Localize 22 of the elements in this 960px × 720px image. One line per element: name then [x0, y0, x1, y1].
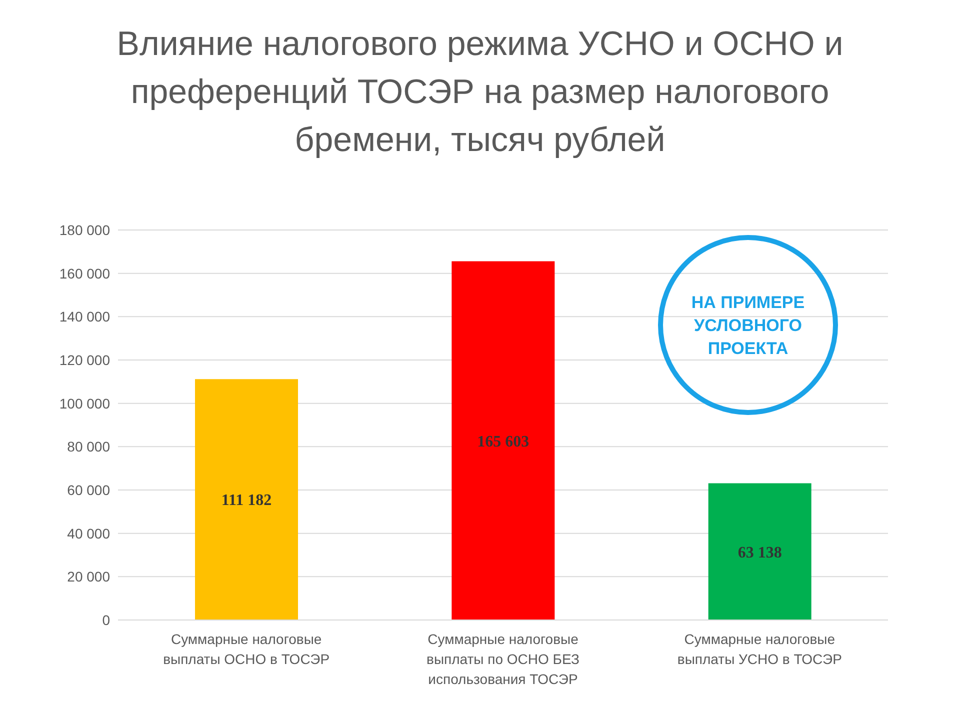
annotation: НА ПРИМЕРЕ УСЛОВНОГО ПРОЕКТА [690, 292, 806, 360]
y-tick-label: 80 000 [67, 438, 110, 455]
y-tick-label: 20 000 [67, 568, 110, 585]
y-tick-label: 40 000 [67, 525, 110, 542]
bar [708, 483, 812, 620]
data-label: 63 138 [738, 544, 782, 562]
data-label: 111 182 [221, 492, 272, 510]
y-tick-label: 120 000 [59, 352, 110, 368]
bar [452, 261, 555, 620]
circle-outline: НА ПРИМЕРЕ УСЛОВНОГО ПРОЕКТА [658, 235, 838, 415]
x-tick-label: Суммарные налоговые выплаты ОСНО в ТОСЭР [163, 631, 330, 667]
y-tick-label: 0 [102, 612, 110, 628]
y-tick-label: 160 000 [59, 265, 110, 282]
y-tick-label: 100 000 [59, 395, 110, 412]
x-tick-label: Суммарные налоговые выплаты УСНО в ТОСЭР [677, 631, 842, 667]
chart-title: Влияние налогового режима УСНО и ОСНО и преференций ТОСЭР на размер налогового бремени, тысяч рублей [116, 24, 844, 161]
x-tick-label: Суммарные налоговые выплаты по ОСНО БЕЗ использования ТОСЭР [426, 631, 580, 687]
y-tick-label: 140 000 [59, 308, 110, 325]
bar [195, 379, 298, 620]
y-tick-label: 180 000 [59, 222, 110, 238]
y-tick-label: 60 000 [67, 482, 110, 498]
data-label: 165 603 [477, 433, 530, 450]
